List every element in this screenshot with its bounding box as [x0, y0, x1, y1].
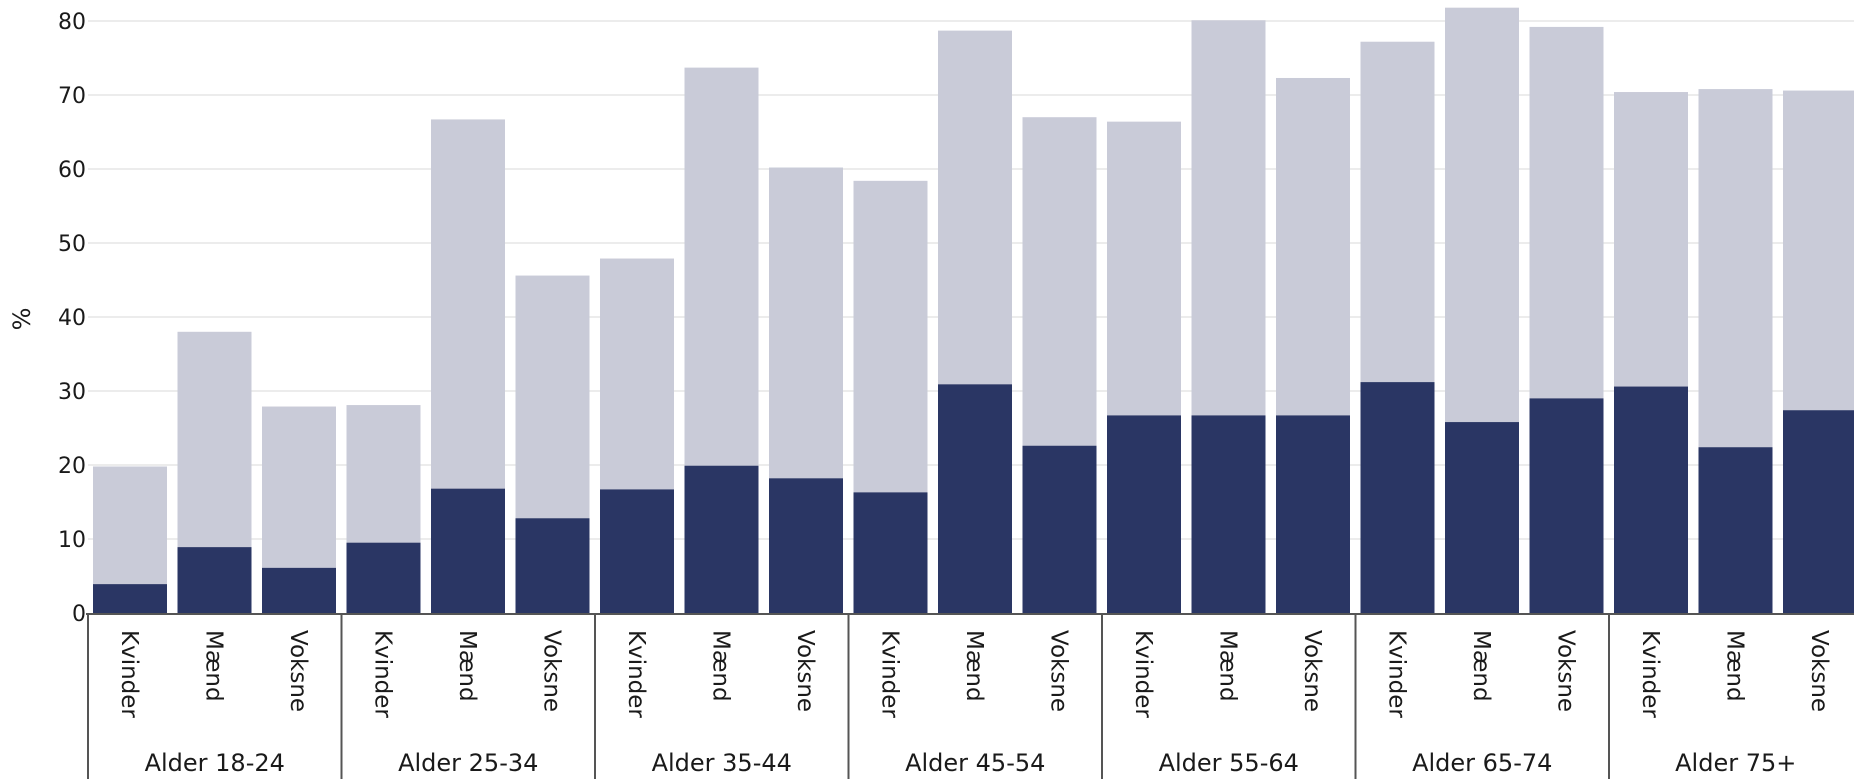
bar: [600, 489, 674, 613]
y-axis-ticks: 0 10 20 30 40 50 60 70 80: [58, 10, 86, 627]
y-tick-label: 30: [58, 380, 86, 405]
category-label: Kvinder: [1384, 630, 1410, 718]
category-label: Voksne: [1806, 630, 1832, 712]
group-label: Alder 75+: [1675, 749, 1796, 777]
y-tick-label: 70: [58, 84, 86, 109]
group-label: Alder 18-24: [145, 749, 285, 777]
x-axis: Kvinder Mænd Voksne Alder 18-24 Kvinder Mænd V…: [86, 613, 1854, 779]
category-label: Mænd: [1215, 630, 1241, 702]
category-label: Voksne: [1553, 630, 1579, 712]
category-label: Kvinder: [877, 630, 903, 718]
bar: [853, 492, 928, 613]
category-label: Mænd: [454, 630, 480, 702]
bar: [684, 465, 759, 613]
category-label: Mænd: [708, 630, 734, 702]
bar: [1276, 415, 1350, 613]
category-label: Mænd: [1722, 630, 1748, 702]
y-tick-label: 50: [58, 232, 86, 257]
bar: [1022, 445, 1097, 613]
category-label: Voksne: [539, 630, 565, 712]
y-tick-label: 20: [58, 454, 86, 479]
bar: [262, 567, 336, 613]
bar: [93, 584, 167, 613]
category-label: Kvinder: [1130, 630, 1156, 718]
category-label: Kvinder: [623, 630, 649, 718]
category-label: Voksne: [285, 630, 311, 712]
bar: [1783, 410, 1854, 613]
category-label: Kvinder: [370, 630, 396, 718]
bars: [93, 7, 1854, 614]
bar: [1360, 382, 1435, 613]
category-label: Voksne: [1046, 630, 1072, 712]
category-label: Kvinder: [116, 630, 142, 718]
category-label: Voksne: [1299, 630, 1325, 712]
bar: [769, 478, 843, 613]
category-label: Mænd: [961, 630, 987, 702]
group-label: Alder 25-34: [398, 749, 538, 777]
bar: [1107, 415, 1181, 613]
bar: [431, 488, 505, 613]
group-label: Alder 35-44: [652, 749, 792, 777]
y-tick-label: 40: [58, 306, 86, 331]
bar: [177, 547, 252, 613]
bar: [1698, 447, 1773, 613]
y-tick-label: 60: [58, 158, 86, 183]
y-tick-label: 80: [58, 10, 86, 35]
bar: [1529, 398, 1604, 613]
bar: [1445, 422, 1519, 613]
group-label: Alder 55-64: [1159, 749, 1299, 777]
bar: [1191, 415, 1266, 613]
y-tick-label: 10: [58, 528, 86, 553]
y-tick-label: 0: [72, 602, 86, 627]
bar: [938, 384, 1012, 613]
category-label: Kvinder: [1637, 630, 1663, 718]
y-axis-label: %: [8, 308, 36, 331]
bar: [515, 518, 590, 613]
group-label: Alder 45-54: [905, 749, 1045, 777]
group-label: Alder 65-74: [1412, 749, 1552, 777]
bar: [1614, 386, 1688, 613]
bar: [346, 542, 421, 613]
category-label: Mænd: [201, 630, 227, 702]
category-label: Mænd: [1468, 630, 1494, 702]
category-label: Voksne: [792, 630, 818, 712]
